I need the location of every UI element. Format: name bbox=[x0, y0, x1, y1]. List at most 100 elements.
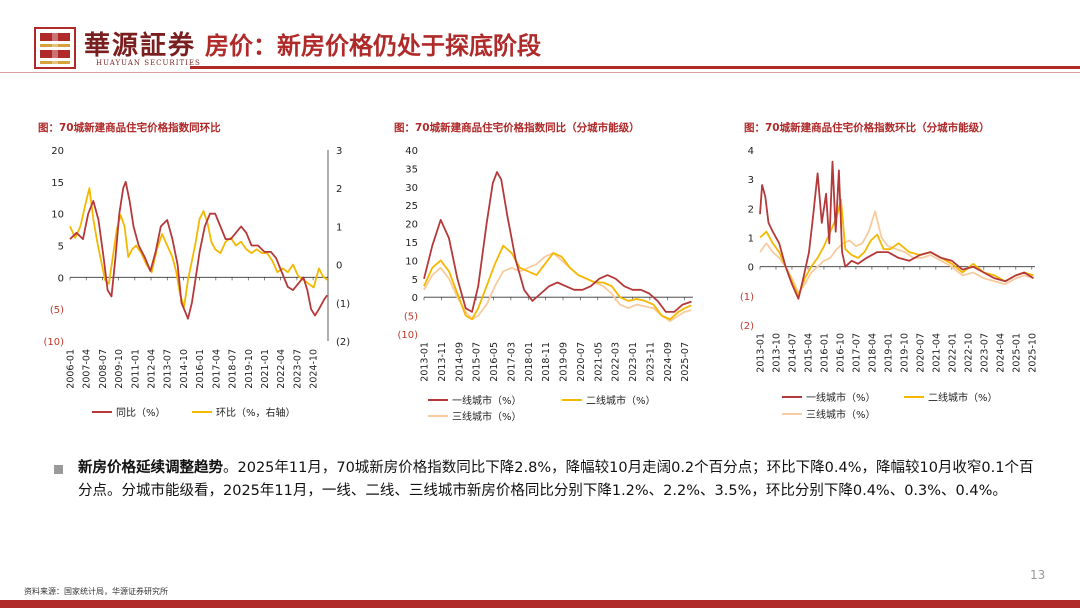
legend-label-tier3: 三线城市（%） bbox=[452, 410, 522, 423]
logo-emblem-icon bbox=[34, 27, 76, 69]
y-tick-label: (10) bbox=[43, 337, 64, 348]
legend-label-tier1: 一线城市（%） bbox=[452, 394, 522, 407]
x-tick-label: 2022-04 bbox=[276, 349, 287, 389]
x-tick-label: 2019-10 bbox=[899, 333, 910, 373]
y-tick-label: 15 bbox=[51, 178, 64, 189]
y-tick-label: 20 bbox=[405, 220, 418, 231]
legend-label-yoy: 同比（%） bbox=[116, 407, 166, 419]
series-line-1 bbox=[69, 180, 328, 320]
legend-label-tier3: 三线城市（%） bbox=[806, 408, 876, 421]
y-tick-label: (1) bbox=[740, 292, 754, 303]
x-tick-label: 2019-09 bbox=[559, 342, 570, 382]
x-tick-label: 2018-11 bbox=[541, 342, 552, 382]
x-tick-label: 2023-07 bbox=[979, 333, 990, 373]
x-tick-label: 2024-04 bbox=[995, 333, 1006, 373]
x-tick-label: 2025-01 bbox=[1011, 333, 1022, 373]
footer-bar bbox=[0, 600, 1080, 608]
x-tick-label: 2007-04 bbox=[82, 349, 93, 389]
y-tick-label: 40 bbox=[405, 146, 418, 157]
x-tick-label: 2013-10 bbox=[771, 333, 782, 373]
legend-label-mom: 环比（%，右轴） bbox=[216, 406, 296, 419]
x-tick-label: 2022-03 bbox=[611, 342, 622, 382]
legend-label-tier2: 二线城市（%） bbox=[586, 394, 656, 407]
source-note: 资料来源：国家统计局，华源证券研究所 bbox=[24, 587, 168, 596]
y-tick-label: 5 bbox=[412, 275, 418, 286]
x-tick-label: 2006-01 bbox=[66, 349, 77, 389]
chart3-svg: 4 3 2 1 0 (1) (2) 2013-01 2013-10 2014-07 2015-04… bbox=[740, 146, 1038, 421]
x-tick-label: 2008-07 bbox=[98, 349, 109, 389]
x-tick-label: 2018-07 bbox=[228, 349, 239, 389]
y-tick-label: 35 bbox=[405, 164, 418, 175]
x-tick-label: 2017-03 bbox=[506, 342, 517, 382]
y-tick-label: 0 bbox=[412, 293, 418, 304]
x-tick-label: 2018-04 bbox=[867, 333, 878, 373]
x-tick-label: 2017-04 bbox=[211, 349, 222, 389]
legend-label-tier1: 一线城市（%） bbox=[806, 391, 876, 404]
y-tick-label: 0 bbox=[58, 273, 64, 284]
y-tick-label-right: 0 bbox=[336, 261, 342, 272]
y-tick-label: 20 bbox=[51, 146, 64, 157]
y-tick-label: 3 bbox=[748, 175, 754, 186]
y-tick-label: 30 bbox=[405, 183, 418, 194]
y-tick-label: 1 bbox=[748, 234, 754, 245]
x-tick-label: 2012-04 bbox=[147, 349, 158, 389]
legend-label-tier2: 二线城市（%） bbox=[928, 391, 998, 404]
y-tick-label: (5) bbox=[50, 305, 64, 316]
y-tick-label: (2) bbox=[740, 321, 754, 332]
summary-lead: 新房价格延续调整趋势 bbox=[78, 460, 223, 476]
x-tick-label: 2015-04 bbox=[803, 333, 814, 373]
x-tick-label: 2020-07 bbox=[576, 342, 587, 382]
series-line-2 bbox=[69, 187, 328, 308]
x-tick-label: 2021-05 bbox=[593, 342, 604, 382]
chart2-title: 图：70城新建商品住宅价格指数同比（分城市能级） bbox=[394, 122, 640, 134]
bullet-square-icon bbox=[54, 465, 63, 474]
chart2-svg: 40 35 30 25 20 15 10 5 0 (5) (10) 2013-01 2013-11 20… bbox=[397, 146, 693, 423]
y-tick-label: 2 bbox=[748, 204, 754, 215]
x-tick-label: 2022-01 bbox=[947, 333, 958, 373]
x-tick-label: 2023-07 bbox=[292, 349, 303, 389]
x-tick-label: 2016-01 bbox=[195, 349, 206, 389]
x-tick-label: 2018-01 bbox=[524, 342, 535, 382]
x-tick-label: 2024-09 bbox=[663, 342, 674, 382]
x-tick-label: 2016-10 bbox=[835, 333, 846, 373]
x-tick-label: 2013-01 bbox=[420, 342, 431, 382]
header-rule-thin bbox=[0, 72, 1080, 73]
x-tick-label: 2013-11 bbox=[437, 342, 448, 382]
brand-name: 華源証券 bbox=[84, 31, 197, 61]
summary-paragraph: 新房价格延续调整趋势。2025年11月，70城新房价格指数同比下降2.8%，降幅… bbox=[78, 457, 1038, 503]
y-tick-label: (10) bbox=[397, 330, 418, 341]
series-line-2 bbox=[423, 244, 692, 321]
y-tick-label: (5) bbox=[404, 312, 418, 323]
x-tick-label: 2025-07 bbox=[680, 342, 691, 382]
chart1-title: 图：70城新建商品住宅价格指数同环比 bbox=[38, 122, 221, 134]
y-tick-label-right: 2 bbox=[336, 184, 342, 195]
series-line-3 bbox=[423, 252, 692, 323]
series-line-3 bbox=[759, 210, 1034, 294]
y-tick-label-right: (1) bbox=[336, 299, 350, 310]
x-tick-label: 2013-07 bbox=[163, 349, 174, 389]
x-tick-label: 2016-01 bbox=[819, 333, 830, 373]
x-tick-label: 2019-01 bbox=[883, 333, 894, 373]
y-tick-label: 0 bbox=[748, 263, 754, 274]
summary-body: 。2025年11月，70城新房价格指数同比下降2.8%，降幅较10月走阔0.2个… bbox=[78, 460, 1034, 499]
x-tick-label: 2014-07 bbox=[787, 333, 798, 373]
x-tick-label: 2011-01 bbox=[130, 349, 141, 389]
x-tick-label: 2015-07 bbox=[472, 342, 483, 382]
y-tick-label: 25 bbox=[405, 201, 418, 212]
page-number: 13 bbox=[1030, 568, 1046, 582]
page-title: 房价：新房价格仍处于探底阶段 bbox=[205, 31, 541, 60]
x-tick-label: 2014-10 bbox=[179, 349, 190, 389]
x-tick-label: 2017-07 bbox=[851, 333, 862, 373]
x-tick-label: 2014-09 bbox=[454, 342, 465, 382]
y-tick-label: 4 bbox=[748, 146, 754, 157]
y-tick-label: 10 bbox=[405, 256, 418, 267]
x-tick-label: 2020-07 bbox=[915, 333, 926, 373]
x-tick-label: 2021-04 bbox=[931, 333, 942, 373]
series-line-1 bbox=[423, 171, 692, 313]
brand-name-en: HUAYUAN SECURITIES bbox=[96, 59, 201, 67]
y-tick-label-right: 1 bbox=[336, 222, 342, 233]
y-tick-label-right: (2) bbox=[336, 337, 350, 348]
x-tick-label: 2021-01 bbox=[260, 349, 271, 389]
x-tick-label: 2022-10 bbox=[963, 333, 974, 373]
